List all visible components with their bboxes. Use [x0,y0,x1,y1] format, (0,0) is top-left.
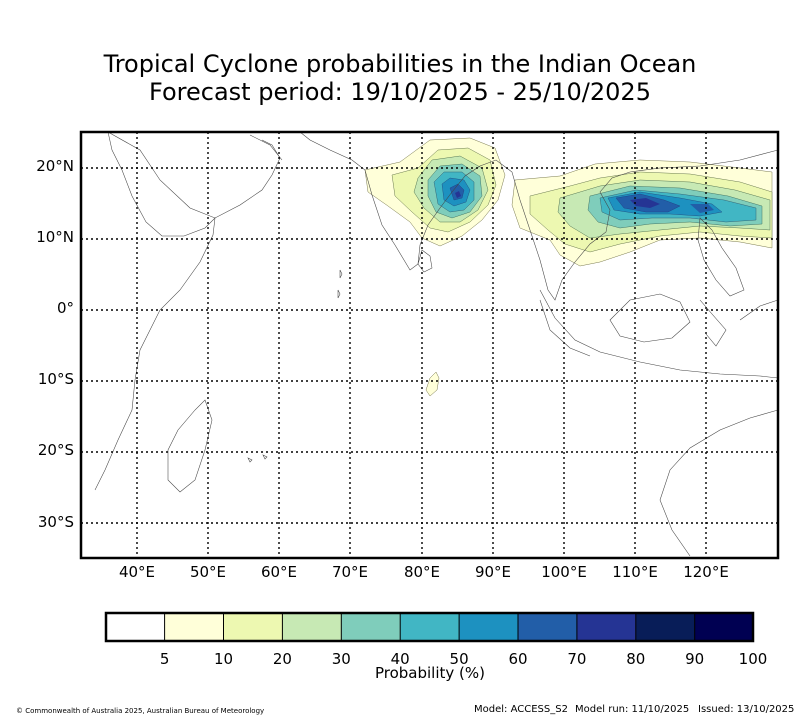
map-frame [79,130,780,560]
colorbar-tick-30: 30 [331,650,351,668]
lat-label-0: 0° [56,299,74,317]
colorbar-swatch-10 [694,613,753,641]
lon-label-50e: 50°E [189,563,227,581]
colorbar-swatch-2 [223,613,283,641]
lon-label-90e: 90°E [474,563,512,581]
colorbar-swatch-6 [459,613,518,641]
southern-indian-ocean-patch [425,371,440,397]
colorbar-swatch-7 [518,613,577,641]
colorbar-tick-60: 60 [508,650,528,668]
coastlines [94,132,778,557]
colorbar-tick-5: 5 [159,650,170,668]
lat-label-10s: 10°S [37,370,74,388]
colorbar [104,611,755,643]
issued-date: Issued: 13/10/2025 [698,704,795,715]
colorbar-tick-70: 70 [567,650,587,668]
colorbar-tick-40: 40 [390,650,410,668]
colorbar-swatch-4 [341,613,401,641]
map-title-line2: Forecast period: 19/10/2025 - 25/10/2025 [149,78,651,106]
colorbar-swatch-3 [282,613,342,641]
colorbar-tick-90: 90 [685,650,705,668]
lon-label-100e: 100°E [541,563,587,581]
colorbar-swatch-0 [106,613,165,641]
lat-label-10n: 10°N [36,228,74,246]
bay-of-bengal-system [364,137,506,247]
lat-label-20n: 20°N [36,157,74,175]
colorbar-swatch-5 [400,613,460,641]
lon-label-60e: 60°E [260,563,298,581]
copyright-note: © Commonwealth of Australia 2025, Austra… [16,707,265,715]
lat-label-20s: 20°S [37,441,74,459]
graticule [81,132,778,558]
lon-label-80e: 80°E [403,563,441,581]
lon-label-110e: 110°E [612,563,658,581]
colorbar-tick-10: 10 [213,650,234,668]
colorbar-tick-100: 100 [738,650,768,668]
colorbar-swatch-1 [164,613,224,641]
lon-label-40e: 40°E [118,563,156,581]
lat-label-30s: 30°S [37,513,74,531]
colorbar-swatch-8 [576,613,636,641]
colorbar-swatch-9 [635,613,695,641]
colorbar-tick-20: 20 [272,650,292,668]
colorbar-tick-80: 80 [626,650,646,668]
lon-label-70e: 70°E [331,563,369,581]
model-run-date: Model run: 11/10/2025 [575,704,690,715]
model-name: Model: ACCESS_S2 [474,704,568,715]
lon-label-120e: 120°E [683,563,729,581]
colorbar-title: Probability (%) [374,664,486,682]
colorbar-tick-50: 50 [449,650,469,668]
map-title-line1: Tropical Cyclone probabilities in the In… [103,50,697,78]
colorbar-frame [104,611,755,643]
